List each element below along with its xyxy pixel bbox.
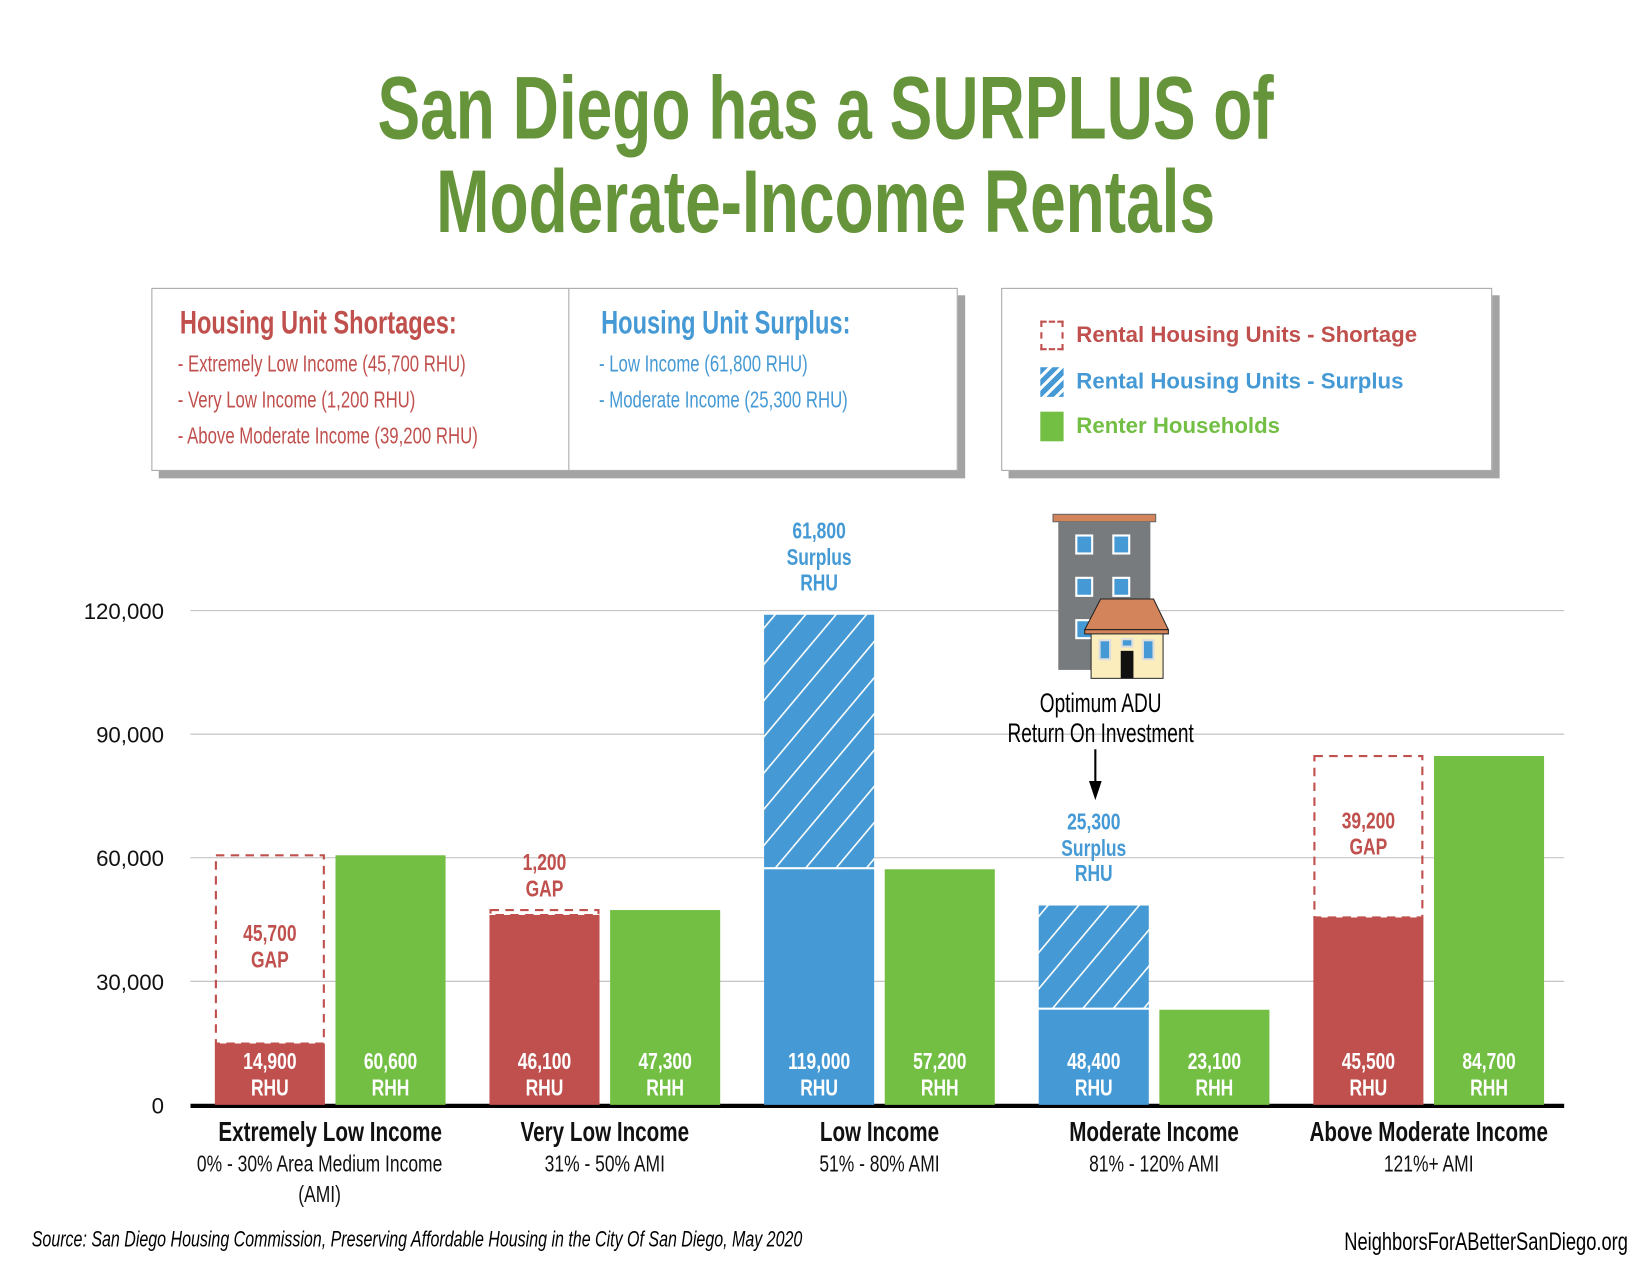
surplus-unit-label: RHU <box>1075 861 1113 887</box>
rhh-unit-label: RHH <box>921 1075 959 1101</box>
gap-value-label: 39,200 <box>1342 808 1395 834</box>
legend-item-surplus: Rental Housing Units - Surplus <box>1040 367 1404 397</box>
rhh-unit-label: RHH <box>372 1075 410 1101</box>
surplus-column: Housing Unit Surplus: - Low Income (61,8… <box>569 289 956 470</box>
rhu-value-label: 48,400 <box>1067 1049 1120 1075</box>
legend: Rental Housing Units - Shortage Rental H… <box>1001 287 1493 471</box>
rhu-unit-label: RHU <box>800 1075 838 1101</box>
bar-rhh <box>335 855 446 1105</box>
bar-rhh <box>1159 1009 1270 1105</box>
rhh-unit-label: RHH <box>1470 1075 1508 1101</box>
category-label: Very Low Income <box>521 1117 690 1148</box>
website-link[interactable]: NeighborsForABetterSanDiego.org <box>1344 1227 1628 1257</box>
rhh-unit-label: RHH <box>646 1075 684 1101</box>
rhu-unit-label: RHU <box>526 1075 564 1101</box>
hatched-swatch-icon <box>1040 367 1064 397</box>
category-label: Moderate Income <box>1069 1117 1239 1148</box>
gap-word-label: GAP <box>251 947 289 973</box>
surplus-value-label: 25,300 <box>1067 809 1120 835</box>
rhu-unit-label: RHU <box>1075 1075 1113 1101</box>
surplus-item: - Low Income (61,800 RHU) <box>598 350 808 377</box>
rhu-unit-label: RHU <box>251 1075 289 1101</box>
shortage-item: - Very Low Income (1,200 RHU) <box>177 386 416 413</box>
apartment-building-and-house-icon <box>1052 513 1170 679</box>
bar-rhu <box>764 869 875 1105</box>
rhh-value-label: 60,600 <box>364 1049 417 1075</box>
rhu-value-label: 46,100 <box>518 1049 571 1075</box>
legend-item-shortage: Rental Housing Units - Shortage <box>1040 320 1417 351</box>
rhh-value-label: 84,700 <box>1462 1049 1515 1075</box>
rhh-value-label: 57,200 <box>913 1049 966 1075</box>
solid-swatch-icon <box>1040 411 1064 442</box>
gap-word-label: GAP <box>1349 834 1387 860</box>
rhu-value-label: 119,000 <box>788 1049 850 1075</box>
y-tick-label: 90,000 <box>96 723 164 748</box>
shortages-column: Housing Unit Shortages: - Extremely Low … <box>152 288 570 470</box>
bar-rhu-shortage <box>489 908 600 917</box>
summary-box: Housing Unit Shortages: - Extremely Low … <box>151 287 958 471</box>
category-subtitle: 0% - 30% Area Medium Income <box>197 1151 442 1177</box>
rhh-unit-label: RHH <box>1195 1075 1233 1101</box>
shortages-heading: Housing Unit Shortages: <box>179 303 457 341</box>
source-note: Source: San Diego Housing Commission, Pr… <box>31 1227 803 1252</box>
category-subtitle: 31% - 50% AMI <box>545 1151 665 1177</box>
legend-item-households: Renter Households <box>1040 411 1280 442</box>
rhh-value-label: 23,100 <box>1188 1049 1241 1075</box>
bar-rhu <box>1038 1009 1149 1105</box>
surplus-value-label: 61,800 <box>792 518 845 544</box>
surplus-item: - Moderate Income (25,300 RHU) <box>598 386 848 413</box>
bar-rhh <box>1433 756 1545 1105</box>
title-line-2: Moderate-Income Rentals <box>436 151 1215 251</box>
bar-rhu-surplus <box>1038 905 1149 1008</box>
category-subtitle: 81% - 120% AMI <box>1089 1151 1219 1177</box>
surplus-word-label: Surplus <box>1061 835 1126 861</box>
y-tick-label: 120,000 <box>84 599 164 624</box>
gap-word-label: GAP <box>526 876 564 902</box>
rhu-value-label: 14,900 <box>243 1049 296 1075</box>
shortage-item: - Extremely Low Income (45,700 RHU) <box>177 350 466 377</box>
surplus-heading: Housing Unit Surplus: <box>601 303 851 341</box>
annotation-line-1: Optimum ADU <box>1040 688 1162 718</box>
gap-value-label: 45,700 <box>243 921 296 947</box>
annotation-line-2: Return On Investment <box>1007 718 1194 748</box>
bar-rhu <box>214 1043 325 1105</box>
rhu-unit-label: RHU <box>1349 1075 1387 1101</box>
category-label: Above Moderate Income <box>1309 1117 1547 1148</box>
bar-rhh <box>884 869 995 1105</box>
bar-rhh <box>610 910 721 1105</box>
category-subtitle: (AMI) <box>298 1182 341 1208</box>
surplus-word-label: Surplus <box>787 545 852 571</box>
dashed-swatch-icon <box>1040 320 1064 351</box>
bar-rhu <box>1313 917 1424 1105</box>
category-label: Extremely Low Income <box>218 1117 442 1148</box>
annotation-arrow-icon <box>1088 749 1102 801</box>
category-subtitle: 121%+ AMI <box>1384 1151 1474 1177</box>
y-tick-label: 30,000 <box>96 970 164 995</box>
gap-value-label: 1,200 <box>523 849 567 875</box>
rhu-value-label: 45,500 <box>1342 1049 1395 1075</box>
y-tick-label: 0 <box>152 1093 164 1118</box>
category-label: Low Income <box>820 1117 939 1148</box>
category-subtitle: 51% - 80% AMI <box>819 1151 939 1177</box>
surplus-unit-label: RHU <box>800 570 838 596</box>
shortage-item: - Above Moderate Income (39,200 RHU) <box>177 422 478 449</box>
bar-rhu-surplus <box>764 614 875 868</box>
y-tick-label: 60,000 <box>96 846 164 871</box>
bar-rhu <box>489 915 600 1105</box>
rhh-value-label: 47,300 <box>638 1049 691 1075</box>
title-line-1: San Diego has a SURPLUS of <box>377 58 1274 158</box>
